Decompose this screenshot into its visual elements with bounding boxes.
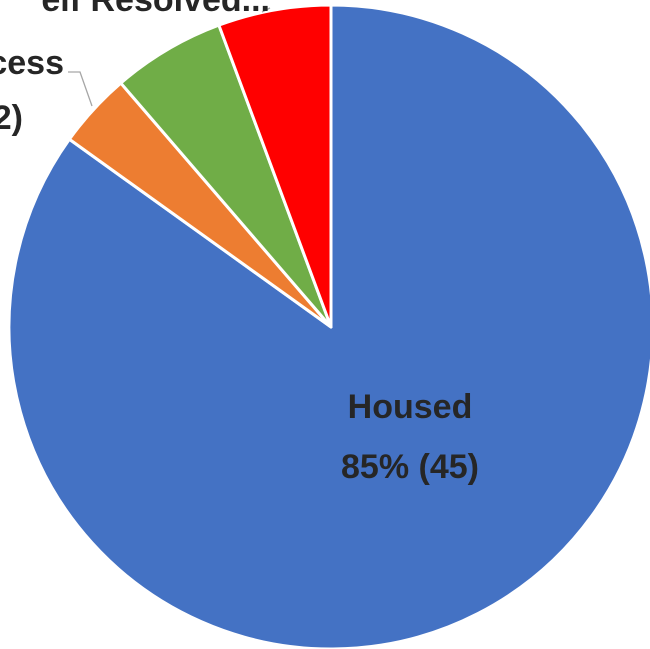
slice-label-housed-value: 85% (45)	[341, 448, 479, 486]
pie-slice-3	[217, 3, 333, 329]
slice-label-in-process-name: cess	[0, 44, 64, 82]
leader-line-self-resolved	[261, 7, 271, 13]
slice-label-housed-name: Housed	[348, 388, 473, 426]
slice-label-in-process-value: 2)	[0, 99, 23, 137]
leader-line-in-process	[68, 71, 93, 107]
slice-label-self-resolved: elf Resolved...	[41, 0, 270, 19]
pie-slices	[7, 3, 650, 649]
